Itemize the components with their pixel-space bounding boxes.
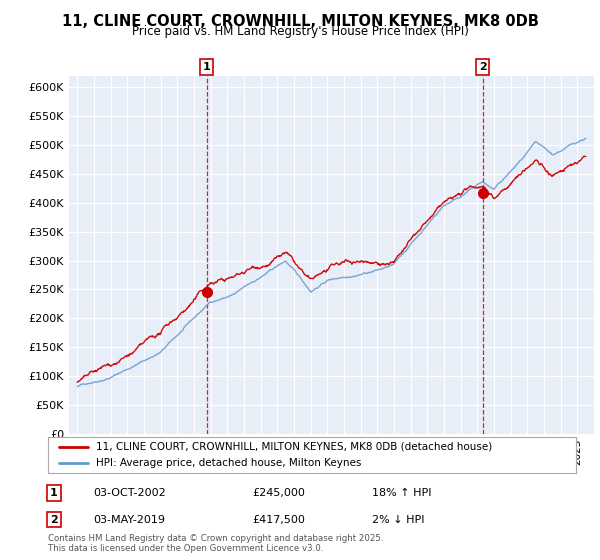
- Text: £245,000: £245,000: [252, 488, 305, 498]
- Text: Price paid vs. HM Land Registry's House Price Index (HPI): Price paid vs. HM Land Registry's House …: [131, 25, 469, 38]
- Text: 11, CLINE COURT, CROWNHILL, MILTON KEYNES, MK8 0DB (detached house): 11, CLINE COURT, CROWNHILL, MILTON KEYNE…: [95, 442, 492, 451]
- Text: 2% ↓ HPI: 2% ↓ HPI: [372, 515, 425, 525]
- Text: 03-MAY-2019: 03-MAY-2019: [93, 515, 165, 525]
- Text: 2: 2: [50, 515, 58, 525]
- Text: 2: 2: [479, 62, 487, 72]
- Text: 1: 1: [50, 488, 58, 498]
- Text: £417,500: £417,500: [252, 515, 305, 525]
- Text: 11, CLINE COURT, CROWNHILL, MILTON KEYNES, MK8 0DB: 11, CLINE COURT, CROWNHILL, MILTON KEYNE…: [62, 14, 538, 29]
- Text: 1: 1: [203, 62, 211, 72]
- Text: Contains HM Land Registry data © Crown copyright and database right 2025.
This d: Contains HM Land Registry data © Crown c…: [48, 534, 383, 553]
- Text: 03-OCT-2002: 03-OCT-2002: [93, 488, 166, 498]
- Text: 18% ↑ HPI: 18% ↑ HPI: [372, 488, 431, 498]
- Text: HPI: Average price, detached house, Milton Keynes: HPI: Average price, detached house, Milt…: [95, 459, 361, 468]
